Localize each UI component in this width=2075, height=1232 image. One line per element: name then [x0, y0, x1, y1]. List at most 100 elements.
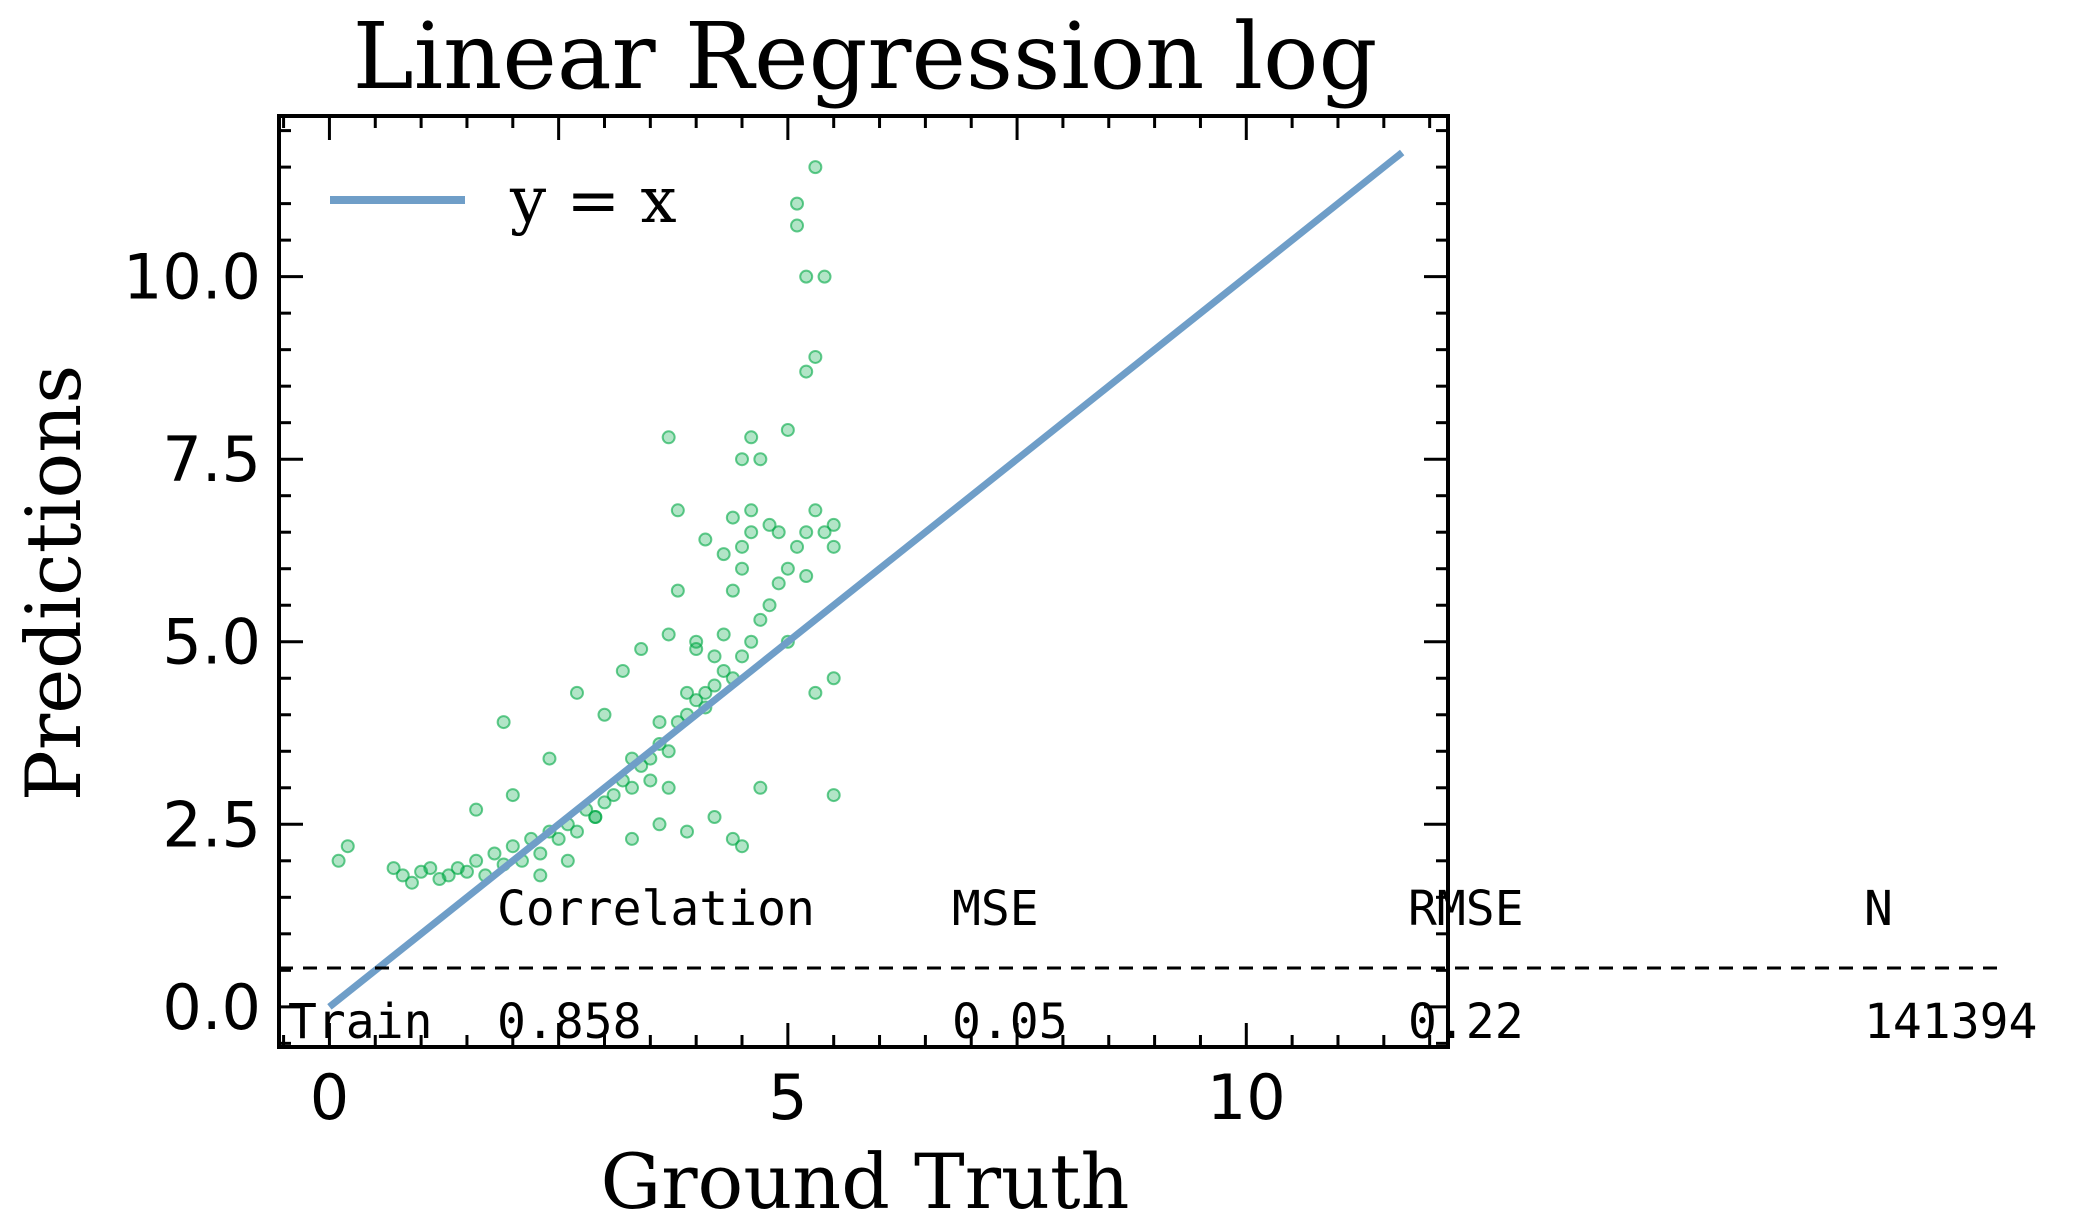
- scatter-point: [735, 649, 750, 664]
- scatter-point: [395, 868, 410, 883]
- scatter-point: [634, 642, 649, 657]
- scatter-point: [725, 583, 740, 598]
- scatter-point: [762, 598, 777, 613]
- y-tick-label: 7.5: [162, 423, 261, 496]
- chart-title: Linear Regression log: [353, 3, 1378, 110]
- scatter-point: [331, 853, 346, 868]
- scatter-point: [505, 788, 520, 803]
- x-tick-label: 5: [768, 1061, 807, 1134]
- scatter-point: [386, 861, 401, 876]
- scatter-point: [790, 196, 805, 211]
- y-axis-label: Predictions: [9, 365, 98, 802]
- scatter-point: [753, 452, 768, 467]
- scatter-point: [744, 525, 759, 540]
- scatter-point: [597, 795, 612, 810]
- scatter-point: [551, 831, 566, 846]
- scatter-points: [331, 160, 841, 890]
- legend-label-y-equals-x: y = x: [509, 164, 677, 238]
- scatter-point: [780, 422, 795, 437]
- stats-header-cell: MSE: [952, 881, 1039, 937]
- scatter-point: [542, 751, 557, 766]
- stats-value-cell: 141394: [1864, 994, 2037, 1050]
- scatter-point: [735, 452, 750, 467]
- scatter-point: [826, 671, 841, 686]
- scatter-point: [670, 583, 685, 598]
- scatter-point: [725, 510, 740, 525]
- scatter-point: [606, 788, 621, 803]
- stats-header-cell: Correlation: [497, 881, 815, 937]
- scatter-point: [744, 430, 759, 445]
- scatter-point: [505, 839, 520, 854]
- scatter-point: [661, 430, 676, 445]
- stats-value-cell: 0.858: [497, 994, 642, 1050]
- legend: y = x: [330, 164, 677, 238]
- stats-table: Correlation MSE RMSE N Train 0.858 0.05 0.22 141…: [279, 881, 2037, 1050]
- scatter-point: [707, 649, 722, 664]
- scatter-point: [790, 218, 805, 233]
- scatter-point: [771, 576, 786, 591]
- reference-line-y-equals-x: [327, 149, 1405, 1010]
- scatter-point: [744, 503, 759, 518]
- scatter-point: [744, 634, 759, 649]
- scatter-point: [487, 846, 502, 861]
- scatter-point: [661, 780, 676, 795]
- scatter-point: [680, 824, 695, 839]
- scatter-point: [735, 561, 750, 576]
- scatter-point: [826, 517, 841, 532]
- scatter-point: [735, 839, 750, 854]
- y-tick-label: 2.5: [162, 788, 261, 861]
- x-axis-label: Ground Truth: [601, 1137, 1130, 1226]
- axis-ticks: 0 5 10 0.0 2.5 5.0 7.5 10.0: [123, 116, 1448, 1134]
- scatter-point: [826, 788, 841, 803]
- scatter-point: [569, 685, 584, 700]
- plot-frame: [277, 114, 1450, 1049]
- scatter-point: [533, 868, 548, 883]
- scatter-point: [680, 685, 695, 700]
- scatter-point: [707, 809, 722, 824]
- scatter-point: [716, 663, 731, 678]
- x-tick-label: 10: [1207, 1061, 1286, 1134]
- scatter-point: [780, 561, 795, 576]
- reference-line-layer: [327, 149, 1405, 1010]
- scatter-point: [441, 868, 456, 883]
- scatter-point: [533, 846, 548, 861]
- scatter-point: [808, 685, 823, 700]
- scatter-point: [735, 539, 750, 554]
- scatter-point: [560, 853, 575, 868]
- scatter-point: [698, 532, 713, 547]
- scatter-point: [469, 853, 484, 868]
- scatter-point: [790, 539, 805, 554]
- scatter-point: [652, 817, 667, 832]
- scatter-point: [799, 569, 814, 584]
- scatter-point: [799, 269, 814, 284]
- scatter-point: [799, 364, 814, 379]
- scatter-point: [771, 525, 786, 540]
- scatter-point: [716, 547, 731, 562]
- scatter-point: [588, 809, 603, 824]
- scatter-point: [670, 503, 685, 518]
- scatter-point: [826, 539, 841, 554]
- scatter-point: [423, 861, 438, 876]
- scatter-point: [817, 269, 832, 284]
- scatter-point: [624, 780, 639, 795]
- scatter-point: [459, 864, 474, 879]
- scatter-point: [808, 349, 823, 364]
- scatter-point: [661, 627, 676, 642]
- y-tick-label: 0.0: [162, 971, 261, 1044]
- scatter-point: [404, 875, 419, 890]
- y-tick-label: 10.0: [123, 241, 261, 314]
- scatter-point: [707, 678, 722, 693]
- stats-value-cell: 0.22: [1408, 994, 1524, 1050]
- scatter-point: [643, 773, 658, 788]
- scatter-point: [808, 503, 823, 518]
- stats-header-cell: RMSE: [1408, 881, 1524, 937]
- scatter-point: [661, 744, 676, 759]
- scatter-point: [597, 707, 612, 722]
- x-tick-label: 0: [310, 1061, 349, 1134]
- scatter-point: [762, 517, 777, 532]
- scatter-point: [469, 802, 484, 817]
- scatter-point: [716, 627, 731, 642]
- stats-header-cell: N: [1864, 881, 1893, 937]
